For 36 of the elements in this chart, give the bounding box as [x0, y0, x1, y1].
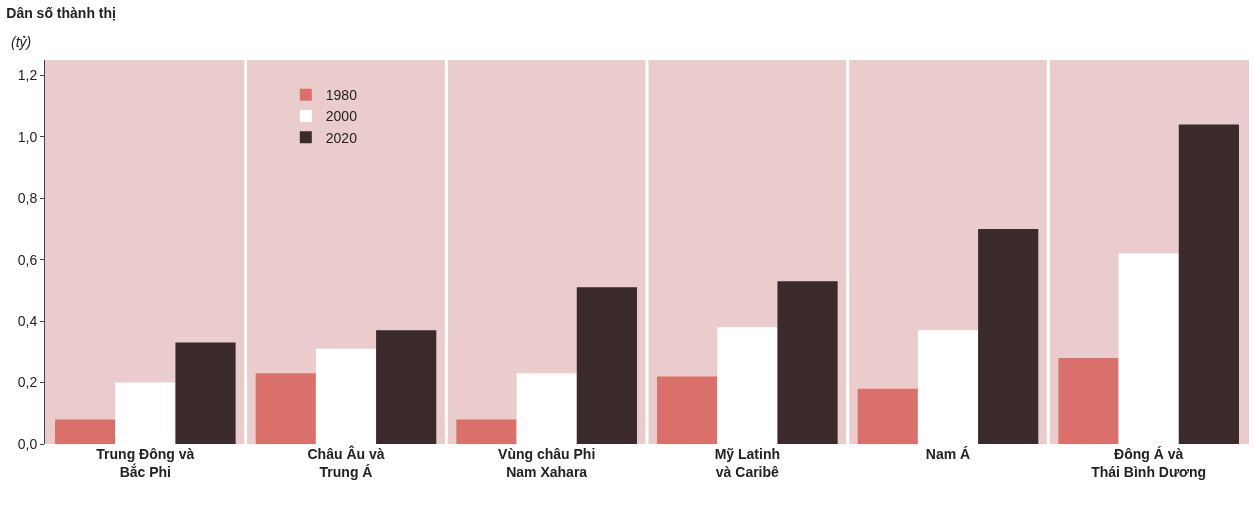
bar — [576, 287, 637, 444]
legend-label: 2020 — [325, 129, 358, 146]
y-tick-label: 0,8 — [17, 190, 38, 207]
bar — [115, 382, 176, 444]
bar — [315, 348, 377, 444]
bar — [1058, 357, 1119, 444]
bar — [1118, 253, 1179, 444]
bar — [175, 342, 236, 444]
y-tick-label: 0,2 — [17, 374, 38, 391]
y-tick-label: 0,4 — [17, 313, 38, 330]
bar — [376, 330, 437, 444]
chart-title: Dân số thành thị — [6, 4, 116, 21]
bar — [857, 388, 918, 444]
x-tick-label: Châu Âu và Trung Á — [307, 445, 385, 481]
bar — [255, 373, 316, 444]
y-tick-label: 0,0 — [17, 435, 38, 452]
bar — [516, 373, 577, 444]
x-tick-label: Vùng châu Phi Nam Xahara — [498, 446, 596, 481]
y-tick-label: 0,6 — [17, 251, 38, 268]
y-axis-title: (tỷ) — [11, 34, 32, 50]
y-tick-label: 1,0 — [17, 128, 38, 145]
y-tick-label: 1,2 — [17, 67, 38, 84]
bar — [657, 376, 718, 444]
bar — [917, 330, 979, 444]
bar — [1178, 124, 1239, 444]
bar — [978, 228, 1039, 444]
legend-label: 1980 — [325, 87, 358, 104]
x-tick-label: Mỹ Latinh và Caribê — [714, 446, 780, 481]
legend-label: 2000 — [325, 108, 358, 125]
x-tick-label: Nam Á — [925, 446, 971, 462]
bar — [456, 419, 517, 444]
bar — [717, 327, 778, 444]
x-tick-label: Đông Á và Thái Bình Dương — [1091, 446, 1207, 481]
bar — [777, 281, 838, 444]
x-tick-label: Trung Đông và Bắc Phi — [96, 446, 195, 481]
bar — [55, 419, 116, 444]
